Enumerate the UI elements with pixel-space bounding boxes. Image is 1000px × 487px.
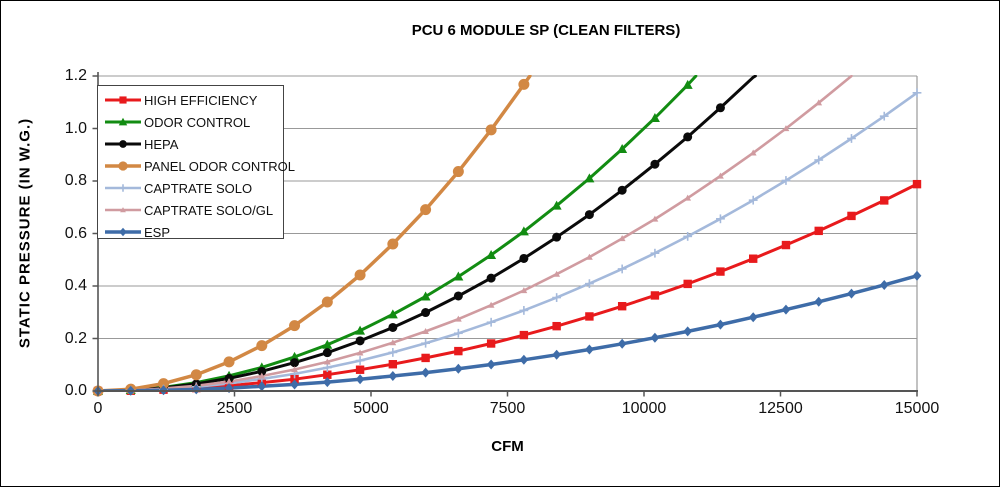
x-tick-label: 5000: [353, 400, 389, 417]
x-axis-title: CFM: [491, 438, 524, 455]
legend-item-captrate-solo: CAPTRATE SOLO: [98, 177, 283, 199]
series-line-captrate-solo: [97, 91, 918, 392]
chart-title: PCU 6 MODULE SP (CLEAN FILTERS): [411, 22, 681, 39]
legend-label: CAPTRATE SOLO: [144, 180, 253, 196]
legend-item-captrate-solo-gl: CAPTRATE SOLO/GL: [98, 199, 283, 221]
x-tick-label: 2500: [216, 400, 253, 417]
legend-item-hepa: HEPA: [98, 133, 283, 155]
legend-label: CAPTRATE SOLO/GL: [144, 202, 274, 218]
y-tick-label: 1.0: [64, 119, 87, 137]
x-tick-label: 15000: [894, 400, 940, 417]
y-tick-label: 1.2: [64, 67, 87, 84]
x-tick-label: 7500: [489, 400, 526, 417]
series-line-esp: [97, 274, 918, 392]
legend-item-high-efficiency: HIGH EFFICIENCY: [98, 89, 283, 111]
y-tick-label: 0.4: [64, 277, 87, 294]
legend-label: PANEL ODOR CONTROL: [144, 158, 295, 174]
legend-item-odor-control: ODOR CONTROL: [98, 111, 283, 133]
y-tick-label: 0.6: [64, 224, 87, 242]
legend-item-panel-odor-control: PANEL ODOR CONTROL: [98, 155, 295, 177]
legend-label: ESP: [144, 224, 171, 240]
x-tick-label: 0: [93, 400, 103, 417]
legend-item-esp: ESP: [98, 221, 283, 243]
series-line-hepa: [97, 75, 757, 392]
legend-swatch-icon: [105, 161, 141, 171]
y-tick-label: 0.0: [64, 382, 87, 399]
legend-swatch-icon: [105, 207, 141, 213]
series-line-captrate-solo-gl: [97, 75, 853, 392]
legend-swatch-icon: [105, 227, 141, 237]
y-tick-label: 0.2: [64, 329, 87, 347]
legend-swatch-icon: [105, 96, 141, 104]
legend: HIGH EFFICIENCY ODOR CONTROL HEPA PANEL ODO…: [97, 85, 295, 240]
legend-swatch-icon: [105, 117, 141, 126]
legend-label: HIGH EFFICIENCY: [144, 92, 258, 108]
x-tick-label: 12500: [758, 400, 803, 417]
y-tick-label: 0.8: [64, 172, 87, 189]
x-tick-label: 10000: [621, 400, 667, 417]
legend-label: HEPA: [144, 136, 179, 152]
series-line-high-efficiency: [97, 182, 918, 392]
legend-swatch-icon: [105, 184, 141, 192]
legend-swatch-icon: [105, 140, 141, 148]
legend-label: ODOR CONTROL: [144, 114, 251, 130]
